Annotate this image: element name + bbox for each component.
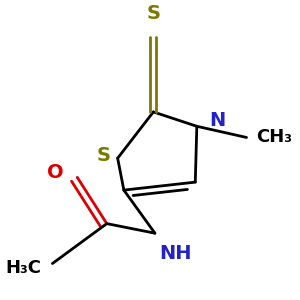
Text: S: S <box>146 4 161 22</box>
Text: H₃C: H₃C <box>6 259 42 277</box>
Text: S: S <box>97 146 111 164</box>
Text: N: N <box>209 111 226 130</box>
Text: CH₃: CH₃ <box>256 128 292 146</box>
Text: NH: NH <box>160 244 192 263</box>
Text: O: O <box>47 163 63 182</box>
